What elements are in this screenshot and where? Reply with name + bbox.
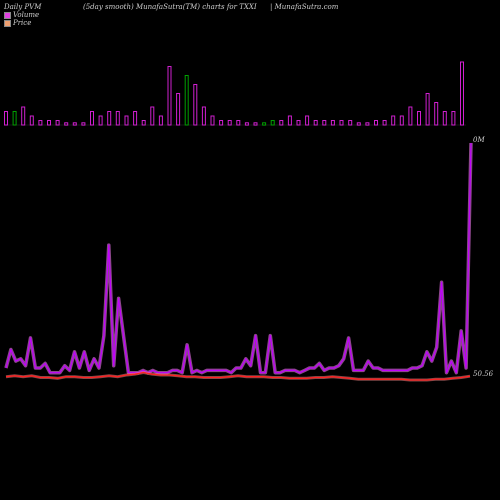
volume-bar — [356, 122, 361, 126]
volume-bar — [193, 84, 198, 126]
volume-axis-label: 0M — [473, 136, 485, 144]
volume-bar — [434, 102, 439, 126]
volume-bar — [305, 115, 310, 126]
volume-bar — [150, 106, 155, 126]
volume-bar — [158, 115, 163, 126]
volume-bar — [442, 111, 447, 126]
volume-bar — [425, 93, 430, 126]
volume-bar — [460, 61, 464, 126]
volume-bar — [64, 122, 69, 126]
volume-bar — [399, 115, 404, 126]
volume-bar — [408, 106, 413, 126]
volume-bar — [244, 122, 249, 126]
volume-bar — [184, 75, 189, 126]
volume-bar — [107, 111, 112, 126]
volume-bar — [4, 111, 8, 126]
volume-bar — [55, 120, 60, 126]
volume-bar — [21, 106, 26, 126]
volume-bar — [322, 120, 327, 126]
volume-bar — [391, 115, 396, 126]
volume-bar — [201, 106, 206, 126]
legend-price-swatch — [4, 19, 11, 27]
volume-bar — [210, 115, 215, 126]
volume-bar — [417, 111, 421, 126]
volume-bar — [313, 120, 318, 126]
volume-bar — [47, 120, 51, 126]
volume-bar — [115, 111, 120, 126]
volume-bar — [219, 120, 224, 126]
price-axis-label: 50.56 — [473, 370, 494, 378]
volume-bar — [374, 120, 378, 126]
volume-bar — [287, 115, 292, 126]
volume-bar — [348, 120, 353, 126]
header-left: Daily PVM — [4, 3, 42, 11]
volume-bar — [98, 115, 103, 126]
volume-bar — [133, 111, 138, 126]
volume-bar — [29, 115, 34, 126]
volume-bar — [12, 111, 17, 126]
legend-volume-swatch — [4, 11, 11, 19]
volume-bar — [227, 120, 232, 126]
price-line — [5, 371, 471, 381]
legend-volume: Volume — [4, 11, 39, 19]
volume-bar — [141, 120, 146, 126]
volume-bar — [382, 120, 387, 126]
volume-line-glow — [4, 142, 473, 375]
volume-bar — [296, 120, 301, 126]
volume-bar — [81, 122, 86, 126]
legend-price-label: Price — [13, 19, 32, 27]
volume-bar — [236, 120, 241, 126]
volume-bar — [253, 122, 258, 126]
volume-bar — [270, 120, 275, 126]
volume-bar — [72, 122, 77, 126]
volume-bar — [339, 120, 344, 126]
volume-line — [5, 142, 472, 374]
volume-bar — [330, 120, 335, 126]
header-center: (5day smooth) MunafaSutra(TM) charts for… — [83, 3, 257, 11]
volume-bar — [451, 111, 456, 126]
header-right: | MunafaSutra.com — [270, 3, 339, 11]
volume-bar — [167, 66, 172, 126]
legend-volume-label: Volume — [13, 11, 40, 19]
volume-bar — [365, 122, 370, 126]
legend-price: Price — [4, 19, 31, 27]
volume-bar — [38, 120, 43, 126]
volume-bar — [124, 115, 129, 126]
volume-bar — [262, 122, 267, 126]
volume-bar — [90, 111, 94, 126]
volume-bar — [279, 120, 284, 126]
volume-bar — [176, 93, 181, 126]
